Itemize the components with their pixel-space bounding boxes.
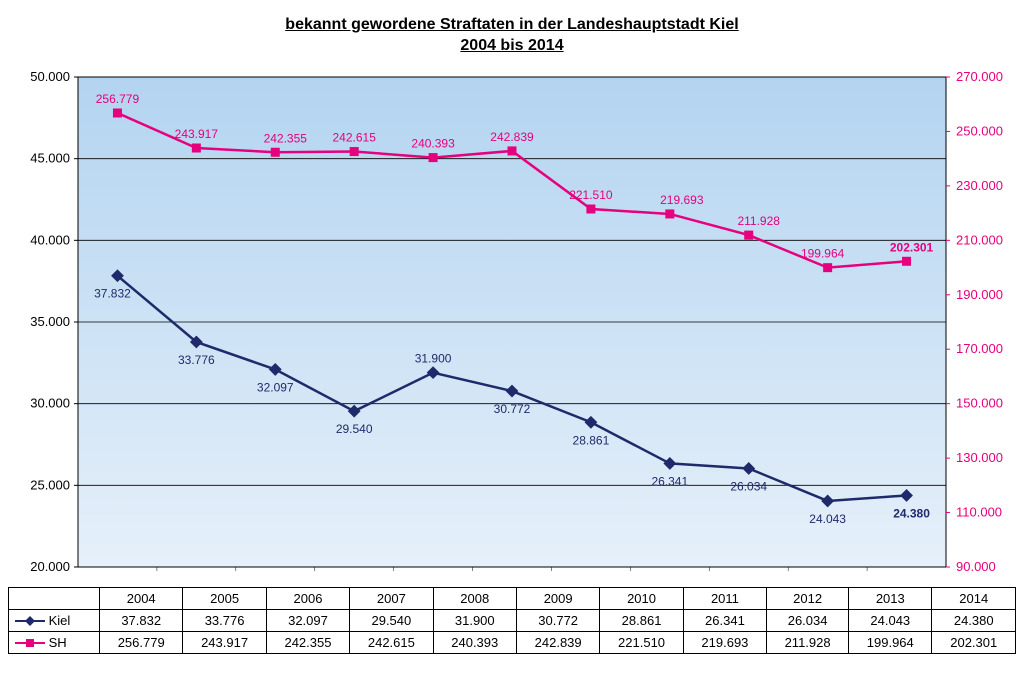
svg-text:199.964: 199.964 (801, 246, 845, 260)
table-cell: 242.839 (516, 631, 599, 653)
svg-text:110.000: 110.000 (956, 504, 1002, 519)
table-year-header: 2011 (683, 587, 766, 609)
svg-text:33.776: 33.776 (178, 353, 215, 367)
table-year-header: 2014 (932, 587, 1016, 609)
svg-text:28.861: 28.861 (573, 433, 610, 447)
svg-text:150.000: 150.000 (956, 395, 1003, 410)
svg-text:211.928: 211.928 (737, 214, 780, 228)
table-year-header: 2004 (100, 587, 183, 609)
table-cell: 243.917 (183, 631, 266, 653)
svg-text:30.000: 30.000 (30, 395, 70, 410)
table-cell: 219.693 (683, 631, 766, 653)
table-cell: 211.928 (767, 631, 849, 653)
svg-text:30.772: 30.772 (494, 402, 531, 416)
table-year-header: 2008 (433, 587, 516, 609)
table-year-header: 2007 (350, 587, 433, 609)
table-cell: 33.776 (183, 609, 266, 631)
svg-text:221.510: 221.510 (569, 188, 613, 202)
svg-text:242.839: 242.839 (490, 130, 534, 144)
svg-text:26.341: 26.341 (651, 474, 688, 488)
table-cell: 221.510 (600, 631, 683, 653)
table-cell: 32.097 (266, 609, 349, 631)
table-series-label: SH (9, 631, 100, 653)
table-cell: 29.540 (350, 609, 433, 631)
svg-text:29.540: 29.540 (336, 422, 373, 436)
svg-text:256.779: 256.779 (96, 92, 140, 106)
svg-text:270.000: 270.000 (956, 69, 1003, 84)
svg-text:190.000: 190.000 (956, 286, 1003, 301)
svg-text:35.000: 35.000 (30, 314, 70, 329)
svg-text:31.900: 31.900 (415, 351, 452, 365)
table-cell: 31.900 (433, 609, 516, 631)
chart-area: 20.000 25.000 30.000 35.000 40.000 45.000 50.0… (8, 67, 1016, 587)
svg-text:37.832: 37.832 (94, 286, 131, 300)
svg-text:26.034: 26.034 (730, 479, 767, 493)
table-cell: 26.034 (767, 609, 849, 631)
table-year-header: 2005 (183, 587, 266, 609)
svg-text:24.380: 24.380 (893, 506, 930, 520)
table-cell: 240.393 (433, 631, 516, 653)
svg-text:242.355: 242.355 (264, 131, 308, 145)
table-cell: 30.772 (516, 609, 599, 631)
svg-text:40.000: 40.000 (30, 232, 70, 247)
table-cell: 242.355 (266, 631, 349, 653)
chart-container: bekannt gewordene Straftaten in der Land… (0, 0, 1024, 700)
svg-text:242.615: 242.615 (332, 130, 376, 144)
svg-text:243.917: 243.917 (175, 127, 219, 141)
table-cell: 24.380 (932, 609, 1016, 631)
table-cell: 202.301 (932, 631, 1016, 653)
table-series-label: Kiel (9, 609, 100, 631)
table-cell: 28.861 (600, 609, 683, 631)
line-chart-svg: 20.000 25.000 30.000 35.000 40.000 45.000 50.0… (8, 67, 1016, 587)
table-year-header: 2006 (266, 587, 349, 609)
table-year-header: 2010 (600, 587, 683, 609)
table-corner (9, 587, 100, 609)
svg-text:210.000: 210.000 (956, 232, 1003, 247)
svg-text:20.000: 20.000 (30, 559, 70, 574)
svg-text:45.000: 45.000 (30, 150, 70, 165)
data-table: 2004200520062007200820092010201120122013… (8, 587, 1016, 654)
table-cell: 24.043 (849, 609, 932, 631)
table-cell: 199.964 (849, 631, 932, 653)
svg-text:202.301: 202.301 (890, 240, 934, 254)
chart-title: bekannt gewordene Straftaten in der Land… (0, 0, 1024, 57)
svg-text:50.000: 50.000 (30, 69, 70, 84)
table-year-header: 2013 (849, 587, 932, 609)
svg-text:230.000: 230.000 (956, 177, 1003, 192)
table-cell: 242.615 (350, 631, 433, 653)
svg-text:219.693: 219.693 (660, 193, 704, 207)
table-cell: 26.341 (683, 609, 766, 631)
table-year-header: 2009 (516, 587, 599, 609)
svg-text:130.000: 130.000 (956, 450, 1003, 465)
table-cell: 37.832 (100, 609, 183, 631)
svg-text:90.000: 90.000 (956, 559, 996, 574)
svg-text:170.000: 170.000 (956, 341, 1003, 356)
table-year-header: 2012 (767, 587, 849, 609)
svg-text:250.000: 250.000 (956, 123, 1003, 138)
svg-text:25.000: 25.000 (30, 477, 70, 492)
svg-text:24.043: 24.043 (809, 512, 846, 526)
table-cell: 256.779 (100, 631, 183, 653)
svg-text:32.097: 32.097 (257, 380, 294, 394)
svg-text:240.393: 240.393 (411, 136, 455, 150)
